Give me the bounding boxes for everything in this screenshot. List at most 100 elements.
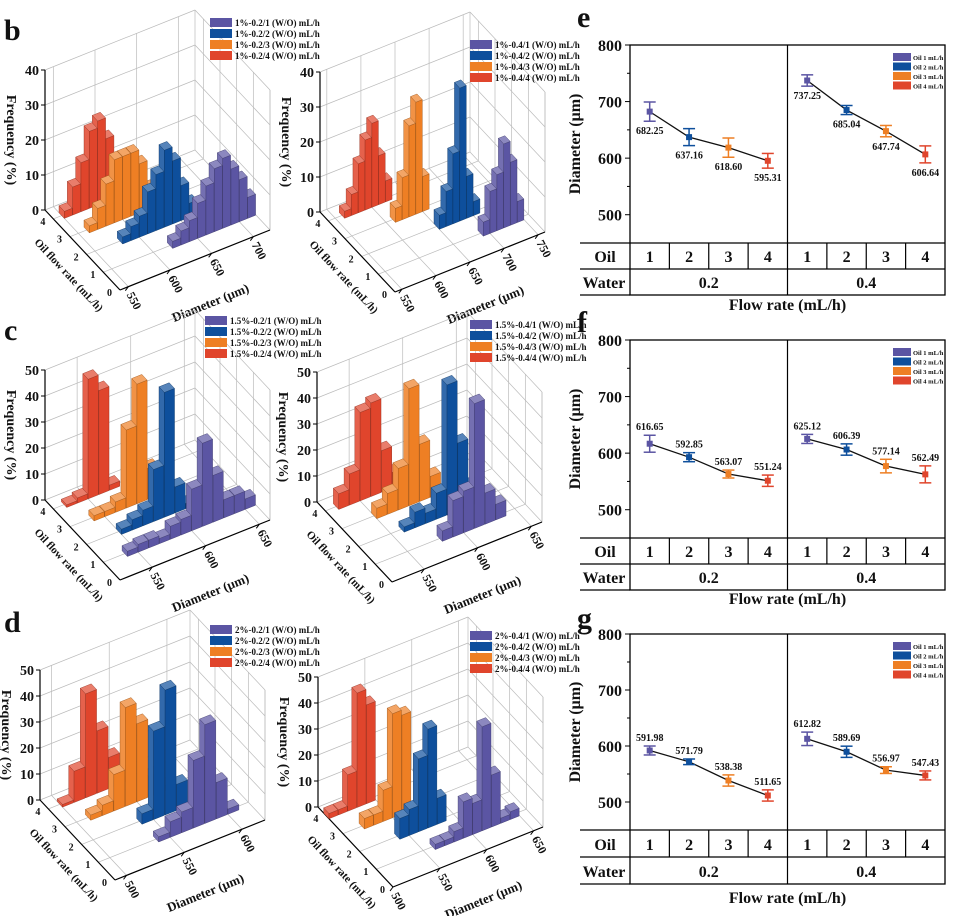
oil-flow-tick-label: 4 bbox=[40, 217, 45, 228]
frequency-axis-title: Frequency (%) bbox=[3, 95, 18, 186]
bar-top-face bbox=[166, 232, 181, 242]
bar-front-face bbox=[351, 191, 359, 216]
wall-gridline bbox=[319, 81, 471, 143]
diameter-axis bbox=[114, 819, 266, 881]
frequency-tick-label: 10 bbox=[300, 171, 314, 186]
bar-top-face bbox=[454, 79, 467, 89]
bar-front-face bbox=[445, 188, 453, 227]
bar-top-face bbox=[410, 93, 423, 103]
oil-category-label: 3 bbox=[882, 249, 890, 266]
bar-front-face bbox=[496, 171, 504, 231]
y-tick-label: 700 bbox=[598, 95, 622, 112]
bar-front-face bbox=[85, 689, 97, 799]
panel-label-b: b bbox=[4, 14, 21, 47]
data-point bbox=[764, 792, 771, 799]
legend-swatch bbox=[205, 316, 227, 325]
oil-flow-tick-label: 1 bbox=[90, 560, 95, 571]
legend-label: Oil 1 mL/h bbox=[913, 350, 944, 357]
oil-category-label: 4 bbox=[764, 837, 772, 854]
bar-front-face bbox=[130, 149, 140, 217]
frequency-tick-label: 40 bbox=[25, 390, 39, 405]
frequency-tick-label: 10 bbox=[20, 768, 34, 783]
bar-top-face bbox=[403, 378, 420, 390]
y-tick-label: 500 bbox=[598, 208, 622, 225]
bar-front-face bbox=[230, 165, 240, 226]
oil-flow-tick-label: 1 bbox=[90, 270, 95, 281]
frequency-axis-title: Frequency (%) bbox=[0, 690, 13, 781]
diameter-tick bbox=[208, 253, 213, 258]
legend-label: Oil 4 mL/h bbox=[913, 379, 944, 386]
bar-top-face bbox=[79, 683, 97, 695]
oil-category-label: 3 bbox=[724, 544, 732, 561]
oil-category-label: 4 bbox=[921, 544, 929, 561]
oil-flow-tick-label: 2 bbox=[69, 842, 74, 853]
bar-top-face bbox=[164, 516, 181, 527]
bar-top-face bbox=[108, 764, 126, 775]
bar-front-face bbox=[197, 199, 206, 239]
bar-front-face bbox=[436, 488, 447, 520]
legend-label: 2%-0.4/2 (W/O) mL/h bbox=[495, 642, 580, 652]
data-label: 625.12 bbox=[793, 421, 821, 432]
diameter-tick bbox=[474, 547, 479, 553]
legend-swatch bbox=[210, 51, 232, 60]
data-point bbox=[764, 157, 771, 164]
frequency-axis-title: Frequency (%) bbox=[3, 390, 18, 481]
floor-gridline bbox=[360, 195, 437, 276]
bar-front-face bbox=[415, 99, 423, 215]
bar-front-face bbox=[422, 173, 430, 212]
oil-flow-tick-label: 0 bbox=[380, 885, 385, 896]
histogram-bar bbox=[82, 369, 99, 500]
bar-front-face bbox=[214, 165, 223, 233]
data-point bbox=[843, 107, 850, 114]
bar-front-face bbox=[395, 205, 403, 223]
frequency-tick-label: 30 bbox=[25, 416, 39, 431]
y-axis-title: Diameter (μm) bbox=[567, 94, 584, 195]
oil-flow-axis bbox=[316, 501, 393, 583]
histogram-bar bbox=[457, 792, 473, 839]
bar-top-face bbox=[85, 804, 103, 816]
diameter-tick bbox=[527, 525, 532, 531]
bar-front-face bbox=[222, 154, 231, 229]
panel-label-f: f bbox=[577, 306, 588, 339]
bar-top-face bbox=[196, 433, 213, 444]
oil-category-label: 1 bbox=[646, 544, 654, 561]
y-tick-label: 500 bbox=[598, 795, 622, 812]
histogram-bar bbox=[358, 809, 374, 830]
floor-gridline bbox=[326, 209, 403, 290]
data-label: 589.69 bbox=[833, 733, 861, 744]
oil-row-label: Oil bbox=[594, 249, 616, 266]
bar-front-face bbox=[409, 805, 419, 836]
data-point bbox=[804, 77, 811, 84]
diameter-tick bbox=[202, 545, 207, 551]
wall-gridline bbox=[194, 79, 271, 161]
legend-swatch bbox=[893, 53, 911, 61]
histogram-bar bbox=[158, 382, 175, 518]
diameter-tick-label: 650 bbox=[465, 265, 486, 287]
wall-gridline bbox=[467, 616, 544, 698]
diameter-tick-label: 600 bbox=[237, 832, 258, 854]
diameter-tick-label: 700 bbox=[249, 240, 270, 262]
bar-front-face bbox=[247, 193, 256, 219]
histogram-bar bbox=[394, 809, 410, 840]
legend-swatch bbox=[205, 349, 227, 358]
bar-top-face bbox=[228, 485, 246, 496]
legend-swatch bbox=[470, 353, 492, 362]
y-axis-title: Diameter (μm) bbox=[567, 682, 584, 783]
diameter-tick bbox=[166, 269, 171, 275]
bar-top-face bbox=[116, 147, 131, 157]
wall-gridline bbox=[44, 309, 196, 371]
data-label: 647.74 bbox=[872, 142, 900, 153]
legend-swatch bbox=[893, 62, 911, 71]
series-line bbox=[649, 749, 769, 797]
y-tick-label: 700 bbox=[598, 683, 622, 700]
floor-gridline bbox=[348, 488, 425, 570]
legend-swatch bbox=[893, 376, 911, 385]
wall-gridline bbox=[39, 661, 191, 723]
bar-top-face bbox=[158, 382, 175, 393]
histogram-bar bbox=[433, 206, 447, 230]
oil-flow-tick-label: 3 bbox=[329, 527, 334, 538]
bar-top-face bbox=[121, 541, 138, 552]
bar-top-face bbox=[175, 509, 192, 520]
frequency-tick-label: 50 bbox=[25, 364, 39, 379]
